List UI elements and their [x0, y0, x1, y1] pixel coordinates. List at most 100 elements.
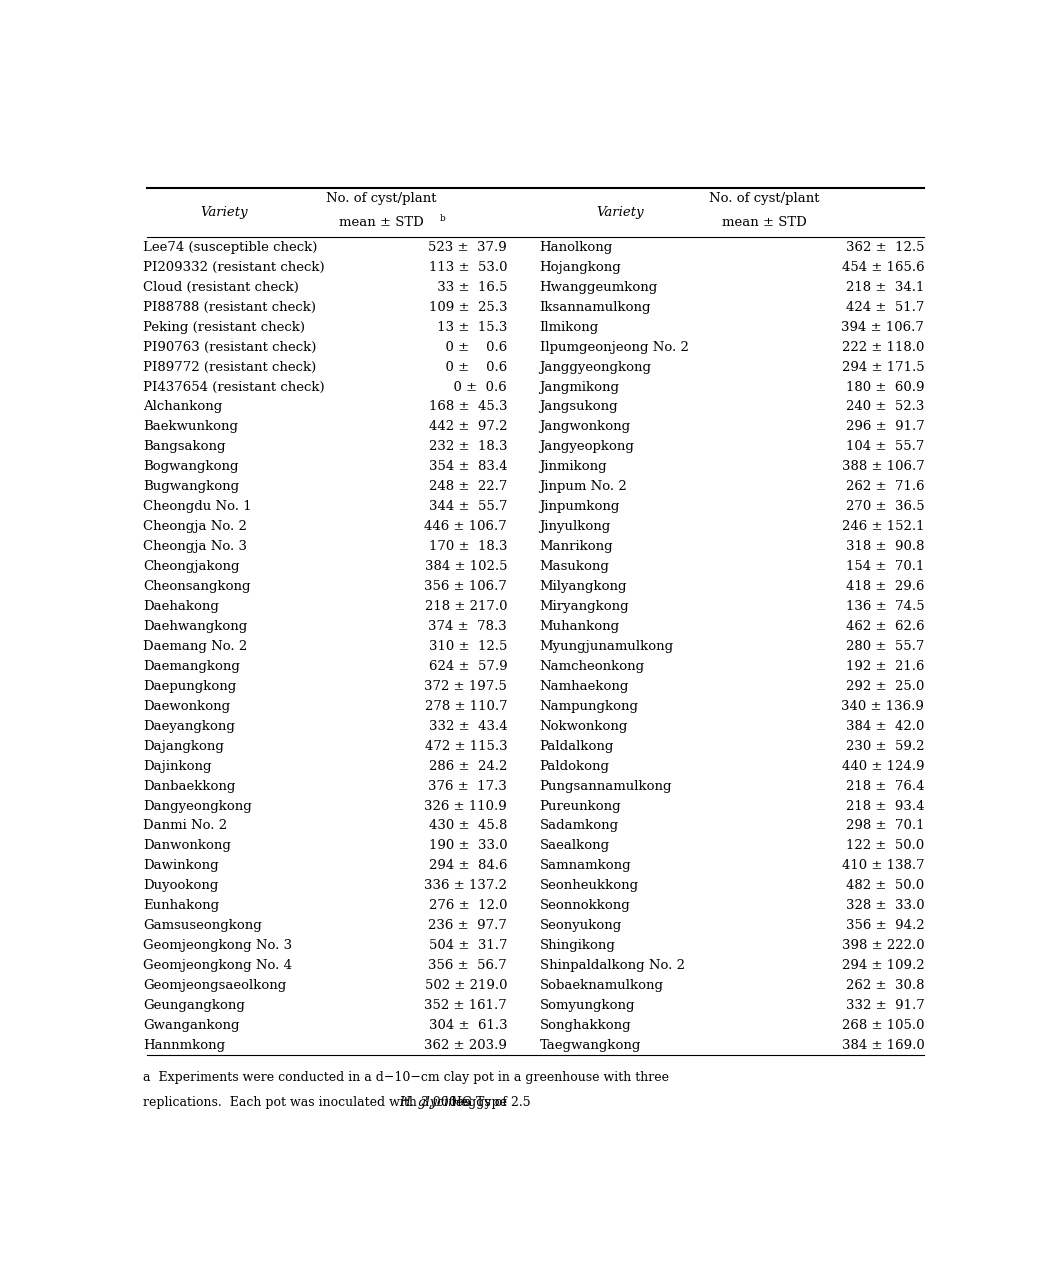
Text: mean ± STD: mean ± STD — [340, 216, 424, 229]
Text: Danwonkong: Danwonkong — [143, 840, 231, 852]
Text: 292 ±  25.0: 292 ± 25.0 — [846, 680, 925, 692]
Text: Hwanggeumkong: Hwanggeumkong — [539, 280, 658, 293]
Text: Milyangkong: Milyangkong — [539, 580, 627, 593]
Text: 296 ±  91.7: 296 ± 91.7 — [845, 420, 925, 434]
Text: Ilpumgeonjeong No. 2: Ilpumgeonjeong No. 2 — [539, 340, 689, 353]
Text: Cheongja No. 2: Cheongja No. 2 — [143, 520, 247, 534]
Text: Bugwangkong: Bugwangkong — [143, 480, 239, 493]
Text: 362 ± 203.9: 362 ± 203.9 — [424, 1039, 507, 1052]
Text: 472 ± 115.3: 472 ± 115.3 — [424, 740, 507, 753]
Text: 326 ± 110.9: 326 ± 110.9 — [424, 800, 507, 813]
Text: Baekwunkong: Baekwunkong — [143, 420, 238, 434]
Text: 0 ±    0.6: 0 ± 0.6 — [437, 340, 507, 353]
Text: Jangmikong: Jangmikong — [539, 380, 620, 393]
Text: 222 ± 118.0: 222 ± 118.0 — [842, 340, 925, 353]
Text: Bogwangkong: Bogwangkong — [143, 461, 238, 474]
Text: PI209332 (resistant check): PI209332 (resistant check) — [143, 261, 324, 274]
Text: Danmi No. 2: Danmi No. 2 — [143, 819, 227, 832]
Text: H. glycines: H. glycines — [399, 1096, 469, 1110]
Text: 344 ±  55.7: 344 ± 55.7 — [428, 500, 507, 513]
Text: 286 ±  24.2: 286 ± 24.2 — [428, 759, 507, 773]
Text: Cheonsangkong: Cheonsangkong — [143, 580, 250, 593]
Text: 356 ± 106.7: 356 ± 106.7 — [424, 580, 507, 593]
Text: Jangwonkong: Jangwonkong — [539, 420, 631, 434]
Text: 246 ± 152.1: 246 ± 152.1 — [842, 520, 925, 534]
Text: 113 ±  53.0: 113 ± 53.0 — [428, 261, 507, 274]
Text: 446 ± 106.7: 446 ± 106.7 — [424, 520, 507, 534]
Text: 13 ±  15.3: 13 ± 15.3 — [433, 321, 507, 334]
Text: Myungjunamulkong: Myungjunamulkong — [539, 640, 674, 653]
Text: 232 ±  18.3: 232 ± 18.3 — [428, 440, 507, 453]
Text: 168 ±  45.3: 168 ± 45.3 — [428, 401, 507, 413]
Text: No. of cyst/plant: No. of cyst/plant — [710, 192, 819, 205]
Text: Jinpumkong: Jinpumkong — [539, 500, 620, 513]
Text: 180 ±  60.9: 180 ± 60.9 — [845, 380, 925, 393]
Text: Seonnokkong: Seonnokkong — [539, 900, 630, 913]
Text: PI90763 (resistant check): PI90763 (resistant check) — [143, 340, 317, 353]
Text: Bangsakong: Bangsakong — [143, 440, 226, 453]
Text: 154 ±  70.1: 154 ± 70.1 — [846, 561, 925, 573]
Text: Lee74 (susceptible check): Lee74 (susceptible check) — [143, 241, 317, 253]
Text: 294 ± 109.2: 294 ± 109.2 — [841, 959, 925, 972]
Text: Songhakkong: Songhakkong — [539, 1019, 631, 1032]
Text: 430 ±  45.8: 430 ± 45.8 — [428, 819, 507, 832]
Text: 440 ± 124.9: 440 ± 124.9 — [842, 759, 925, 773]
Text: 230 ±  59.2: 230 ± 59.2 — [845, 740, 925, 753]
Text: b: b — [440, 214, 446, 223]
Text: No. of cyst/plant: No. of cyst/plant — [326, 192, 437, 205]
Text: Daemang No. 2: Daemang No. 2 — [143, 640, 247, 653]
Text: Gamsuseongkong: Gamsuseongkong — [143, 919, 261, 932]
Text: Nampungkong: Nampungkong — [539, 700, 638, 713]
Text: Namcheonkong: Namcheonkong — [539, 660, 645, 673]
Text: 294 ±  84.6: 294 ± 84.6 — [428, 859, 507, 873]
Text: Dangyeongkong: Dangyeongkong — [143, 800, 252, 813]
Text: Miryangkong: Miryangkong — [539, 600, 629, 613]
Text: 278 ± 110.7: 278 ± 110.7 — [424, 700, 507, 713]
Text: 0 ±  0.6: 0 ± 0.6 — [445, 380, 507, 393]
Text: 384 ± 169.0: 384 ± 169.0 — [841, 1039, 925, 1052]
Text: Pureunkong: Pureunkong — [539, 800, 621, 813]
Text: 328 ±  33.0: 328 ± 33.0 — [845, 900, 925, 913]
Text: Hojangkong: Hojangkong — [539, 261, 622, 274]
Text: 374 ±  78.3: 374 ± 78.3 — [428, 620, 507, 632]
Text: Jinmikong: Jinmikong — [539, 461, 607, 474]
Text: 240 ±  52.3: 240 ± 52.3 — [846, 401, 925, 413]
Text: 336 ± 137.2: 336 ± 137.2 — [424, 879, 507, 892]
Text: Paldalkong: Paldalkong — [539, 740, 614, 753]
Text: 304 ±  61.3: 304 ± 61.3 — [428, 1019, 507, 1032]
Text: Muhankong: Muhankong — [539, 620, 620, 632]
Text: 310 ±  12.5: 310 ± 12.5 — [428, 640, 507, 653]
Text: Danbaekkong: Danbaekkong — [143, 780, 235, 792]
Text: Cheongdu No. 1: Cheongdu No. 1 — [143, 500, 252, 513]
Text: PI437654 (resistant check): PI437654 (resistant check) — [143, 380, 324, 393]
Text: Iksannamulkong: Iksannamulkong — [539, 301, 651, 314]
Text: Hannmkong: Hannmkong — [143, 1039, 225, 1052]
Text: Masukong: Masukong — [539, 561, 609, 573]
Text: 356 ±  56.7: 356 ± 56.7 — [428, 959, 507, 972]
Text: 170 ±  18.3: 170 ± 18.3 — [428, 540, 507, 553]
Text: Samnamkong: Samnamkong — [539, 859, 631, 873]
Text: Saealkong: Saealkong — [539, 840, 609, 852]
Text: 424 ±  51.7: 424 ± 51.7 — [846, 301, 925, 314]
Text: 0 ±    0.6: 0 ± 0.6 — [437, 361, 507, 374]
Text: 192 ±  21.6: 192 ± 21.6 — [845, 660, 925, 673]
Text: a  Experiments were conducted in a d−10−cm clay pot in a greenhouse with three: a Experiments were conducted in a d−10−c… — [143, 1070, 669, 1084]
Text: 462 ±  62.6: 462 ± 62.6 — [845, 620, 925, 632]
Text: Daewonkong: Daewonkong — [143, 700, 230, 713]
Text: PI88788 (resistant check): PI88788 (resistant check) — [143, 301, 316, 314]
Text: 523 ±  37.9: 523 ± 37.9 — [428, 241, 507, 253]
Text: 482 ±  50.0: 482 ± 50.0 — [846, 879, 925, 892]
Text: Daehakong: Daehakong — [143, 600, 218, 613]
Text: 384 ± 102.5: 384 ± 102.5 — [424, 561, 507, 573]
Text: 122 ±  50.0: 122 ± 50.0 — [846, 840, 925, 852]
Text: 218 ±  76.4: 218 ± 76.4 — [845, 780, 925, 792]
Text: 318 ±  90.8: 318 ± 90.8 — [845, 540, 925, 553]
Text: 109 ±  25.3: 109 ± 25.3 — [428, 301, 507, 314]
Text: Manrikong: Manrikong — [539, 540, 613, 553]
Text: 262 ±  30.8: 262 ± 30.8 — [845, 979, 925, 992]
Text: Cloud (resistant check): Cloud (resistant check) — [143, 280, 299, 293]
Text: Janggyeongkong: Janggyeongkong — [539, 361, 652, 374]
Text: 276 ±  12.0: 276 ± 12.0 — [428, 900, 507, 913]
Text: 376 ±  17.3: 376 ± 17.3 — [428, 780, 507, 792]
Text: Alchankong: Alchankong — [143, 401, 222, 413]
